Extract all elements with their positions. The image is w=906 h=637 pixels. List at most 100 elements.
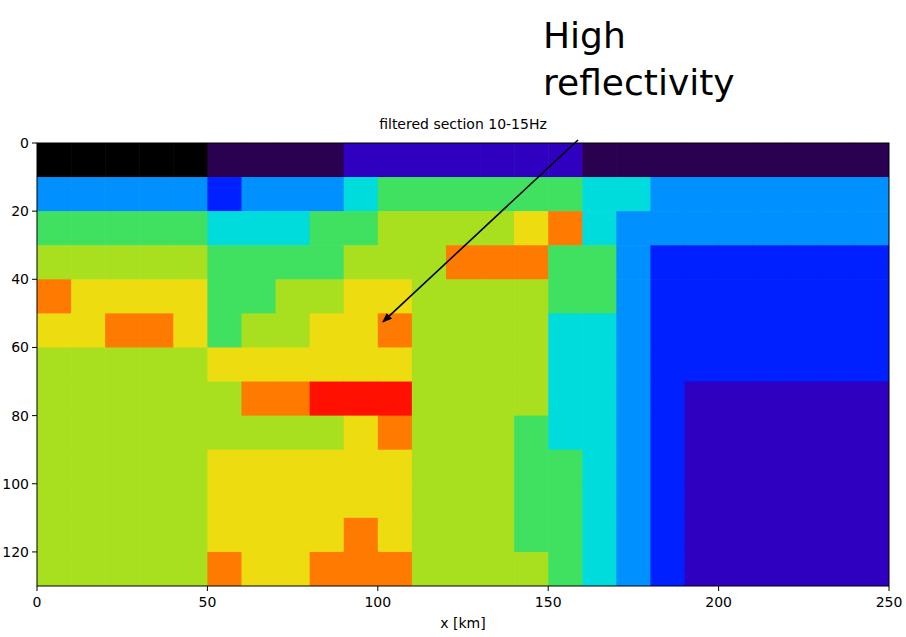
cell: [821, 245, 856, 280]
cell: [855, 143, 889, 178]
cell: [37, 347, 72, 382]
cell: [480, 382, 515, 417]
cells: [37, 143, 889, 586]
cell: [514, 484, 549, 519]
cell: [344, 245, 379, 280]
cell: [514, 211, 549, 246]
x-tick-label: 150: [535, 594, 562, 610]
cell: [582, 552, 617, 586]
cell: [71, 347, 106, 382]
cell: [378, 484, 413, 519]
cell: [821, 416, 856, 451]
cell: [276, 245, 311, 280]
cell: [719, 279, 754, 314]
cell: [548, 279, 583, 314]
cell: [241, 347, 276, 382]
cell: [71, 245, 106, 280]
cell: [276, 313, 311, 348]
cell: [753, 211, 788, 246]
cell: [685, 347, 720, 382]
cell: [446, 279, 481, 314]
cell: [787, 450, 822, 485]
cell: [616, 313, 651, 348]
cell: [207, 313, 242, 348]
cell: [514, 347, 549, 382]
title: filtered section 10-15Hz: [379, 116, 547, 132]
cell: [616, 450, 651, 485]
cell: [582, 313, 617, 348]
cell: [344, 143, 379, 178]
cell: [548, 347, 583, 382]
x-tick: [548, 586, 549, 591]
cell: [582, 382, 617, 417]
cell: [514, 552, 549, 586]
cell: [37, 552, 72, 586]
cell: [821, 518, 856, 553]
cell: [378, 177, 413, 212]
cell: [344, 484, 379, 519]
cell: [582, 416, 617, 451]
cell: [650, 245, 685, 280]
cell: [650, 416, 685, 451]
cell: [650, 211, 685, 246]
cell: [855, 279, 889, 314]
cell: [719, 211, 754, 246]
cell: [71, 279, 106, 314]
cell: [344, 552, 379, 586]
cell: [378, 211, 413, 246]
y-tick: [32, 143, 37, 144]
cell: [71, 177, 106, 212]
cell: [446, 143, 481, 178]
cell: [855, 177, 889, 212]
cell: [310, 143, 345, 178]
cell: [616, 484, 651, 519]
y-tick: [32, 211, 37, 212]
cell: [719, 484, 754, 519]
cell: [310, 484, 345, 519]
cell: [787, 177, 822, 212]
cell: [650, 450, 685, 485]
cell: [173, 313, 208, 348]
cell: [207, 552, 242, 586]
cell: [173, 347, 208, 382]
cell: [71, 484, 106, 519]
cell: [719, 450, 754, 485]
cell: [480, 245, 515, 280]
cell: [650, 177, 685, 212]
cell: [207, 416, 242, 451]
cell: [37, 245, 72, 280]
cell: [582, 211, 617, 246]
cell: [685, 484, 720, 519]
cell: [310, 279, 345, 314]
cell: [344, 177, 379, 212]
cell: [650, 313, 685, 348]
cell: [616, 211, 651, 246]
cell: [71, 416, 106, 451]
cell: [139, 382, 174, 417]
cell: [378, 552, 413, 586]
cell: [719, 416, 754, 451]
cell: [207, 484, 242, 519]
cell: [207, 143, 242, 178]
cell: [582, 279, 617, 314]
cell: [685, 177, 720, 212]
cell: [378, 382, 413, 417]
cell: [310, 450, 345, 485]
cell: [310, 313, 345, 348]
cell: [173, 450, 208, 485]
cell: [378, 450, 413, 485]
cell: [446, 245, 481, 280]
cell: [855, 484, 889, 519]
y-tick-label: 120: [2, 544, 29, 560]
cell: [548, 416, 583, 451]
cell: [344, 313, 379, 348]
cell: [139, 177, 174, 212]
x-tick-label: 100: [364, 594, 391, 610]
cell: [412, 518, 447, 553]
cell: [139, 143, 174, 178]
cell: [105, 416, 140, 451]
cell: [71, 313, 106, 348]
cell: [719, 347, 754, 382]
y-tick-label: 0: [20, 135, 29, 151]
cell: [344, 211, 379, 246]
